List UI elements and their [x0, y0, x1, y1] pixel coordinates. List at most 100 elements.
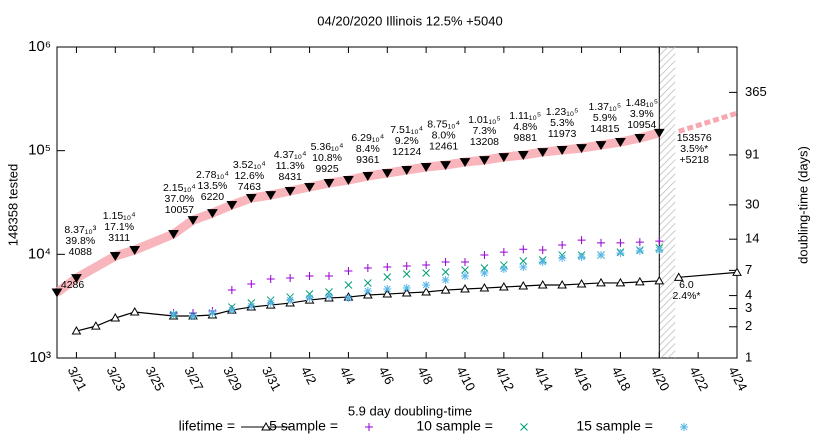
x-tick-label: 4/14 — [531, 364, 556, 393]
y2-axis-label: doubling-time (days) — [795, 146, 810, 264]
annotation-text: 8.0% — [432, 130, 456, 142]
marker — [577, 236, 586, 245]
marker — [363, 264, 372, 273]
marker — [635, 238, 644, 247]
marker — [344, 281, 353, 289]
y-tick-label: 10⁴ — [28, 245, 51, 262]
y2-tick-label: 3 — [745, 300, 752, 315]
legend-label: lifetime = — [179, 418, 235, 434]
marker — [325, 292, 333, 301]
annotation-text: 153576 — [677, 132, 712, 144]
annotation-text: 1.37₁₀⁵ — [589, 101, 622, 113]
annotation-text: 3111 — [108, 232, 130, 244]
marker — [680, 423, 688, 431]
marker — [71, 274, 82, 284]
marker — [653, 128, 665, 138]
marker — [556, 146, 568, 156]
annotation-text: 9361 — [356, 154, 380, 166]
annotation-text: 5.36₁₀⁴ — [311, 141, 344, 153]
annotation-text: 6.0 — [679, 279, 694, 291]
marker — [344, 267, 353, 276]
marker — [461, 266, 469, 274]
marker — [402, 284, 411, 293]
marker — [286, 296, 295, 305]
annotation-text: 1.11₁₀⁵ — [509, 110, 541, 122]
y2-tick-label: 2 — [745, 318, 752, 333]
annotation-text: 4286 — [61, 279, 85, 291]
marker — [305, 294, 314, 303]
marker — [401, 166, 413, 176]
marker — [440, 285, 451, 294]
x-tick-label: 4/4 — [337, 364, 359, 387]
legend-marker — [680, 423, 688, 431]
marker — [305, 272, 314, 281]
marker — [420, 163, 432, 173]
x-tick-label: 4/6 — [376, 364, 398, 387]
marker — [422, 261, 431, 270]
marker — [383, 285, 392, 294]
marker — [519, 257, 528, 265]
marker — [635, 246, 644, 255]
marker — [401, 287, 412, 297]
y-tick-label: 10⁵ — [28, 142, 51, 159]
annotation-text: 4.37₁₀⁴ — [274, 149, 307, 161]
confidence-band — [54, 128, 661, 297]
x-tick-label: 3/31 — [259, 364, 284, 393]
marker — [189, 312, 197, 321]
marker — [615, 138, 626, 148]
x-tick-label: 4/2 — [298, 364, 320, 387]
marker — [261, 421, 271, 431]
marker — [71, 326, 82, 335]
annotation-text: 12461 — [429, 141, 458, 153]
annotation-text: 4088 — [69, 246, 93, 258]
y2-tick-label: 365 — [745, 84, 767, 99]
marker — [382, 289, 393, 298]
marker — [519, 263, 528, 272]
annotation-text: 1.01₁₀⁵ — [468, 114, 501, 126]
marker — [576, 144, 587, 154]
marker — [247, 302, 256, 311]
annotation-text: 11973 — [548, 128, 577, 140]
annotation-text: 17.1% — [104, 221, 134, 233]
x-tick-label: 3/25 — [142, 364, 167, 393]
marker — [245, 194, 257, 204]
marker — [284, 187, 296, 196]
marker — [266, 275, 275, 284]
annotation-text: 2.15₁₀⁴ — [163, 182, 196, 194]
y2-tick-label: 30 — [745, 196, 759, 211]
annotation: 4286 — [61, 279, 85, 291]
marker — [381, 169, 393, 179]
annotation: 6.02.4%* — [672, 279, 700, 302]
marker — [207, 209, 218, 219]
marker — [363, 286, 372, 295]
annotation-text: 4.8% — [513, 121, 537, 133]
marker — [208, 308, 217, 317]
marker — [286, 274, 295, 283]
annotation-text: 37.0% — [165, 193, 195, 205]
marker — [634, 276, 645, 286]
annotation-text: 1.48₁₀⁵ — [625, 97, 658, 109]
legend-marker — [520, 423, 528, 431]
marker — [362, 172, 374, 182]
y2-tick-label: 4 — [745, 287, 752, 302]
marker — [537, 148, 549, 158]
annotation-text: 1.23₁₀⁵ — [546, 106, 579, 118]
marker — [732, 267, 742, 276]
y2-tick-label: 1 — [745, 349, 752, 364]
annotation-text: 5.3% — [550, 117, 574, 129]
annotation-text: 2.4%* — [672, 290, 700, 302]
marker — [227, 285, 236, 294]
marker — [538, 246, 547, 255]
marker — [576, 278, 587, 288]
marker — [441, 276, 450, 285]
series-line — [677, 110, 738, 134]
annotation-text: 8431 — [278, 171, 302, 183]
